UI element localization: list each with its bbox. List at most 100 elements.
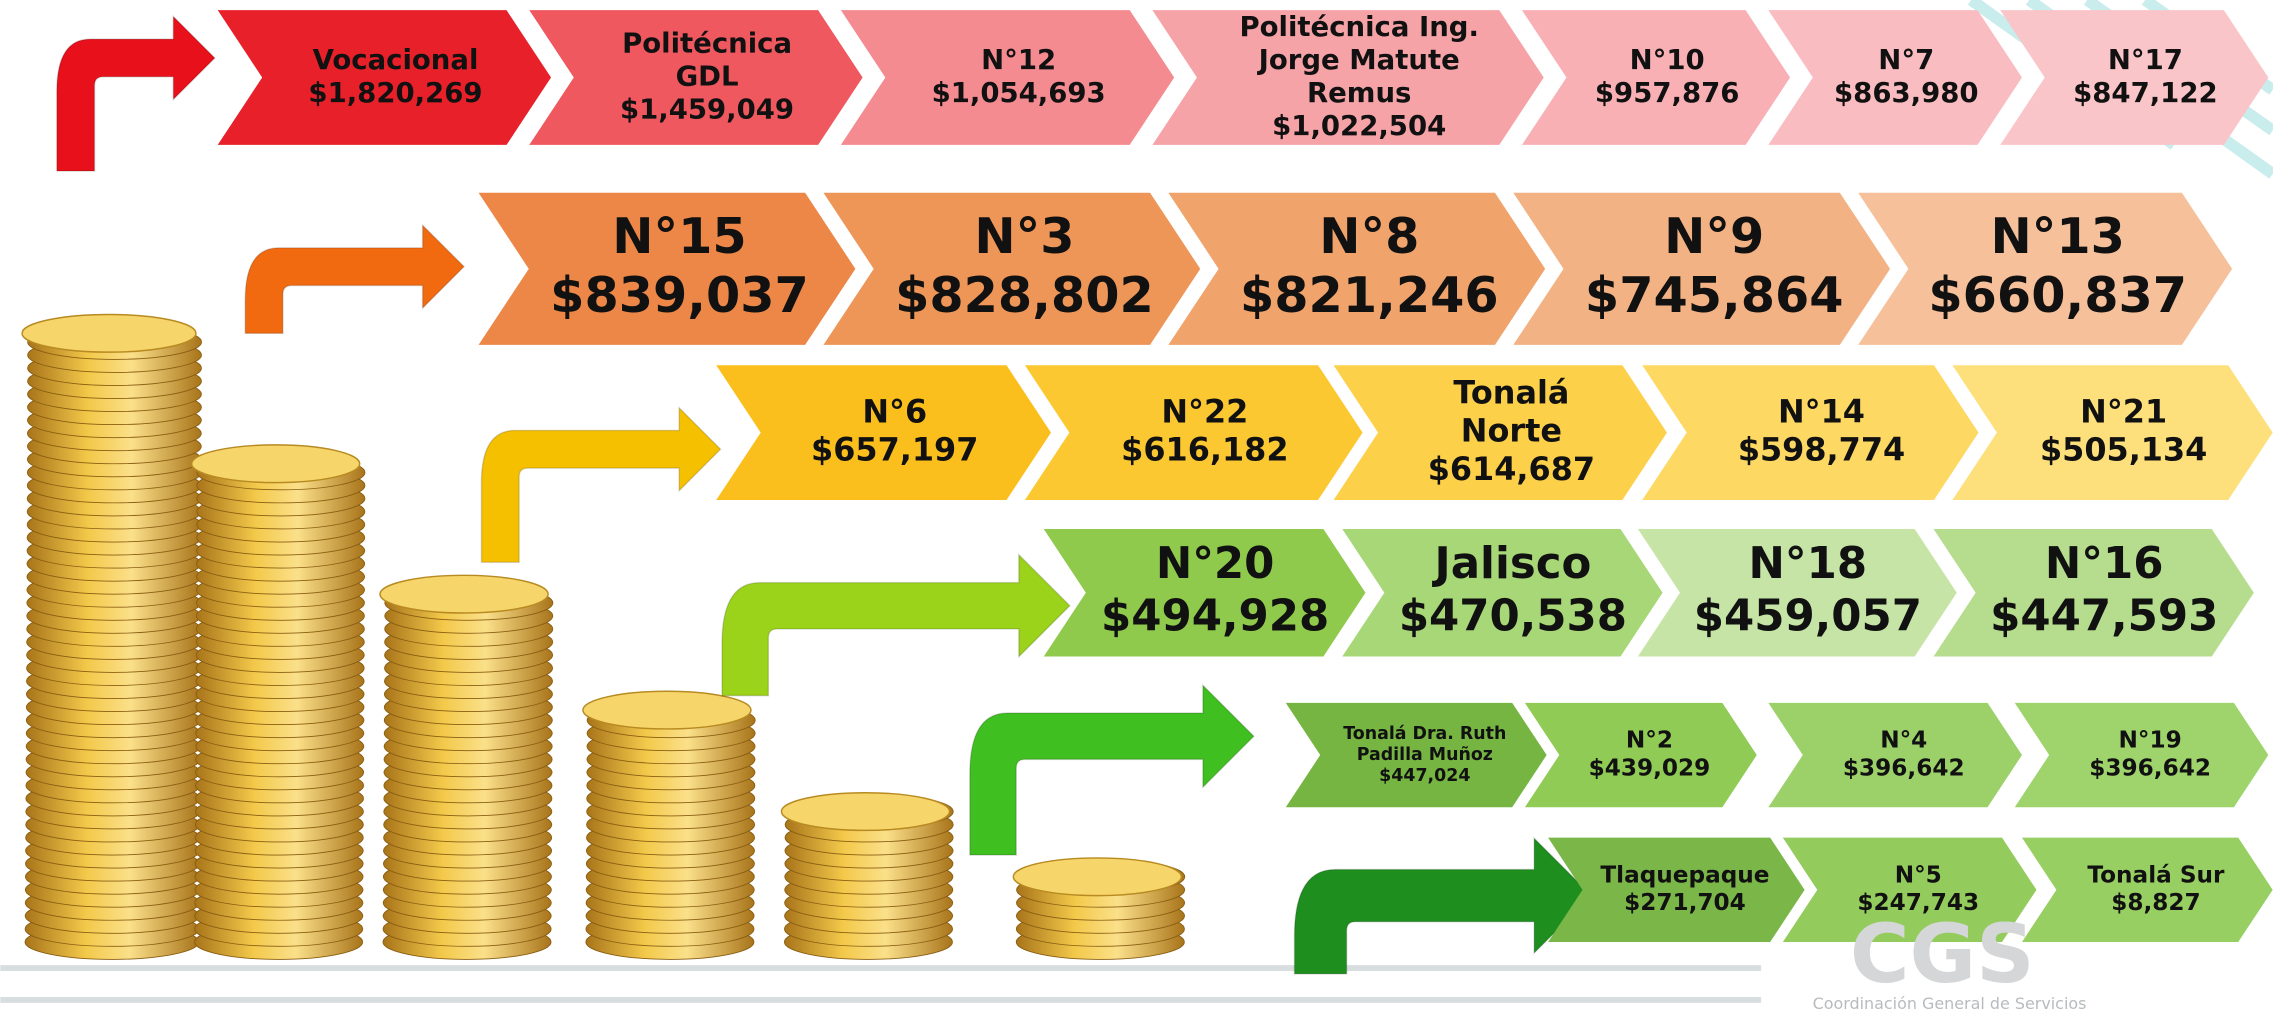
bent-arrow (969, 683, 1255, 856)
chevron-label: $660,837 (1928, 266, 2187, 324)
chevron (1952, 365, 2273, 500)
chevron-label: $847,122 (2073, 77, 2217, 109)
coin-top (190, 444, 361, 484)
chevron-label: N°20 (1156, 539, 1275, 589)
chevron-label: N°19 (2119, 727, 2182, 754)
chevron-label: N°9 (1664, 207, 1764, 265)
chevron (1521, 10, 1791, 145)
chevron (1024, 365, 1363, 500)
chevron (1768, 702, 2022, 808)
chevron (716, 365, 1051, 500)
chevron-label: N°8 (1319, 207, 1419, 265)
chevron (1768, 10, 2022, 145)
chevron-label: $459,057 (1694, 591, 1922, 641)
bent-arrow (244, 223, 466, 335)
chevron-label: Tonalá (1453, 373, 1569, 411)
bent-arrow (56, 14, 216, 172)
chevron-label: $863,980 (1834, 77, 1978, 109)
chevron (1168, 192, 1546, 345)
bent-arrow (1293, 836, 1593, 975)
logo: CGS Coordinación General de Servicios (1813, 908, 2087, 1013)
chevron-label: Norte (1461, 412, 1562, 450)
chevron-label: N°22 (1161, 392, 1248, 430)
chevron-label: $247,743 (1857, 889, 1979, 916)
chevron-label: $494,928 (1101, 591, 1329, 641)
chevron-rows: Vocacional$1,820,269 PolitécnicaGDL$1,459… (217, 10, 2273, 942)
chevron (1152, 10, 1544, 145)
coin-top (1012, 857, 1183, 897)
chevron-label: N°16 (2045, 539, 2164, 589)
chevron (1642, 365, 1979, 500)
chevron-label: $616,182 (1121, 431, 1288, 469)
chevron-label: $1,022,504 (1272, 110, 1446, 142)
chevron (478, 192, 856, 345)
chevron (2014, 702, 2269, 808)
chevron (1782, 837, 2037, 942)
chevron-row: Vocacional$1,820,269 PolitécnicaGDL$1,459… (217, 10, 2269, 145)
chevron (840, 10, 1175, 145)
chevron-label: Tonalá Dra. Ruth (1343, 724, 1506, 744)
chevron (1043, 528, 1366, 657)
chevron-row: N°6$657,197 N°22$616,182 TonaláNorte$614,6… (716, 365, 2273, 500)
chevron (1933, 528, 2254, 657)
chevron-label: Padilla Muñoz (1357, 745, 1493, 765)
chevron (529, 10, 863, 145)
bent-arrow (721, 553, 1071, 697)
chevron-label: $1,820,269 (308, 77, 482, 109)
chevron-row: N°20$494,928 Jalisco$470,538 N°18$459,057 N… (1043, 528, 2254, 657)
chevron-label: Tonalá Sur (2087, 861, 2225, 888)
chevron-label: N°18 (1749, 539, 1868, 589)
chevron-label: Politécnica Ing. (1239, 11, 1479, 43)
chevron-label: $505,134 (2040, 431, 2207, 469)
chevron-row: N°15$839,037 N°3$828,802 N°8$821,246 N°9$74… (478, 192, 2233, 345)
chevron-label: $396,642 (1843, 754, 1965, 781)
chevron-label: $439,029 (1589, 754, 1711, 781)
chevron-label: $957,876 (1595, 77, 1739, 109)
chevron (1333, 365, 1667, 500)
chevron-row: Tlaquepaque$271,704 N°5$247,743 Tonalá Sur… (1548, 837, 2273, 942)
chevron-label: $614,687 (1428, 450, 1595, 488)
chevron-label: $828,802 (895, 266, 1154, 324)
chevron-label: N°12 (981, 44, 1056, 76)
chevron-label: $447,593 (1990, 591, 2218, 641)
bent-arrow (480, 406, 722, 564)
coin-top (21, 313, 197, 353)
chevron-label: $821,246 (1240, 266, 1499, 324)
chevron (823, 192, 1201, 345)
coin-top (582, 690, 752, 730)
arrows (56, 14, 1593, 975)
chevron-label: $396,642 (2089, 754, 2211, 781)
chevron-label: N°13 (1990, 207, 2124, 265)
chevron-label: N°14 (1778, 392, 1865, 430)
chevron-label: N°5 (1895, 861, 1942, 888)
chevron-label: N°4 (1880, 727, 1927, 754)
chevron (2021, 837, 2273, 942)
chevron-label: Jalisco (1432, 539, 1592, 589)
chevron (1524, 702, 1757, 808)
chevron-label: Vocacional (313, 44, 479, 76)
chevron-label: $1,459,049 (620, 94, 794, 126)
chevron (1548, 837, 1805, 942)
chevron-label: N°10 (1630, 44, 1705, 76)
chevron-label: $271,704 (1624, 889, 1746, 916)
chevron-label: Politécnica (622, 27, 792, 59)
chevron (1513, 192, 1891, 345)
chevron-label: N°7 (1878, 44, 1934, 76)
chevron-label: N°15 (612, 207, 746, 265)
chevron-label: $598,774 (1738, 431, 1905, 469)
chevron-label: Jorge Matute (1257, 44, 1460, 76)
chevron-label: N°21 (2080, 392, 2167, 430)
chevron (2000, 10, 2269, 145)
chevron-label: $657,197 (811, 431, 978, 469)
coins (21, 313, 1186, 960)
logo-caption: Coordinación General de Servicios (1813, 994, 2087, 1013)
coin-top (379, 574, 549, 614)
coin-top (780, 791, 951, 832)
chevron-label: GDL (676, 61, 739, 93)
chevron-label: $1,054,693 (932, 77, 1106, 109)
chevron (1342, 528, 1663, 657)
chevron-label: Tlaquepaque (1600, 861, 1769, 888)
chevron-label: $470,538 (1399, 591, 1627, 641)
